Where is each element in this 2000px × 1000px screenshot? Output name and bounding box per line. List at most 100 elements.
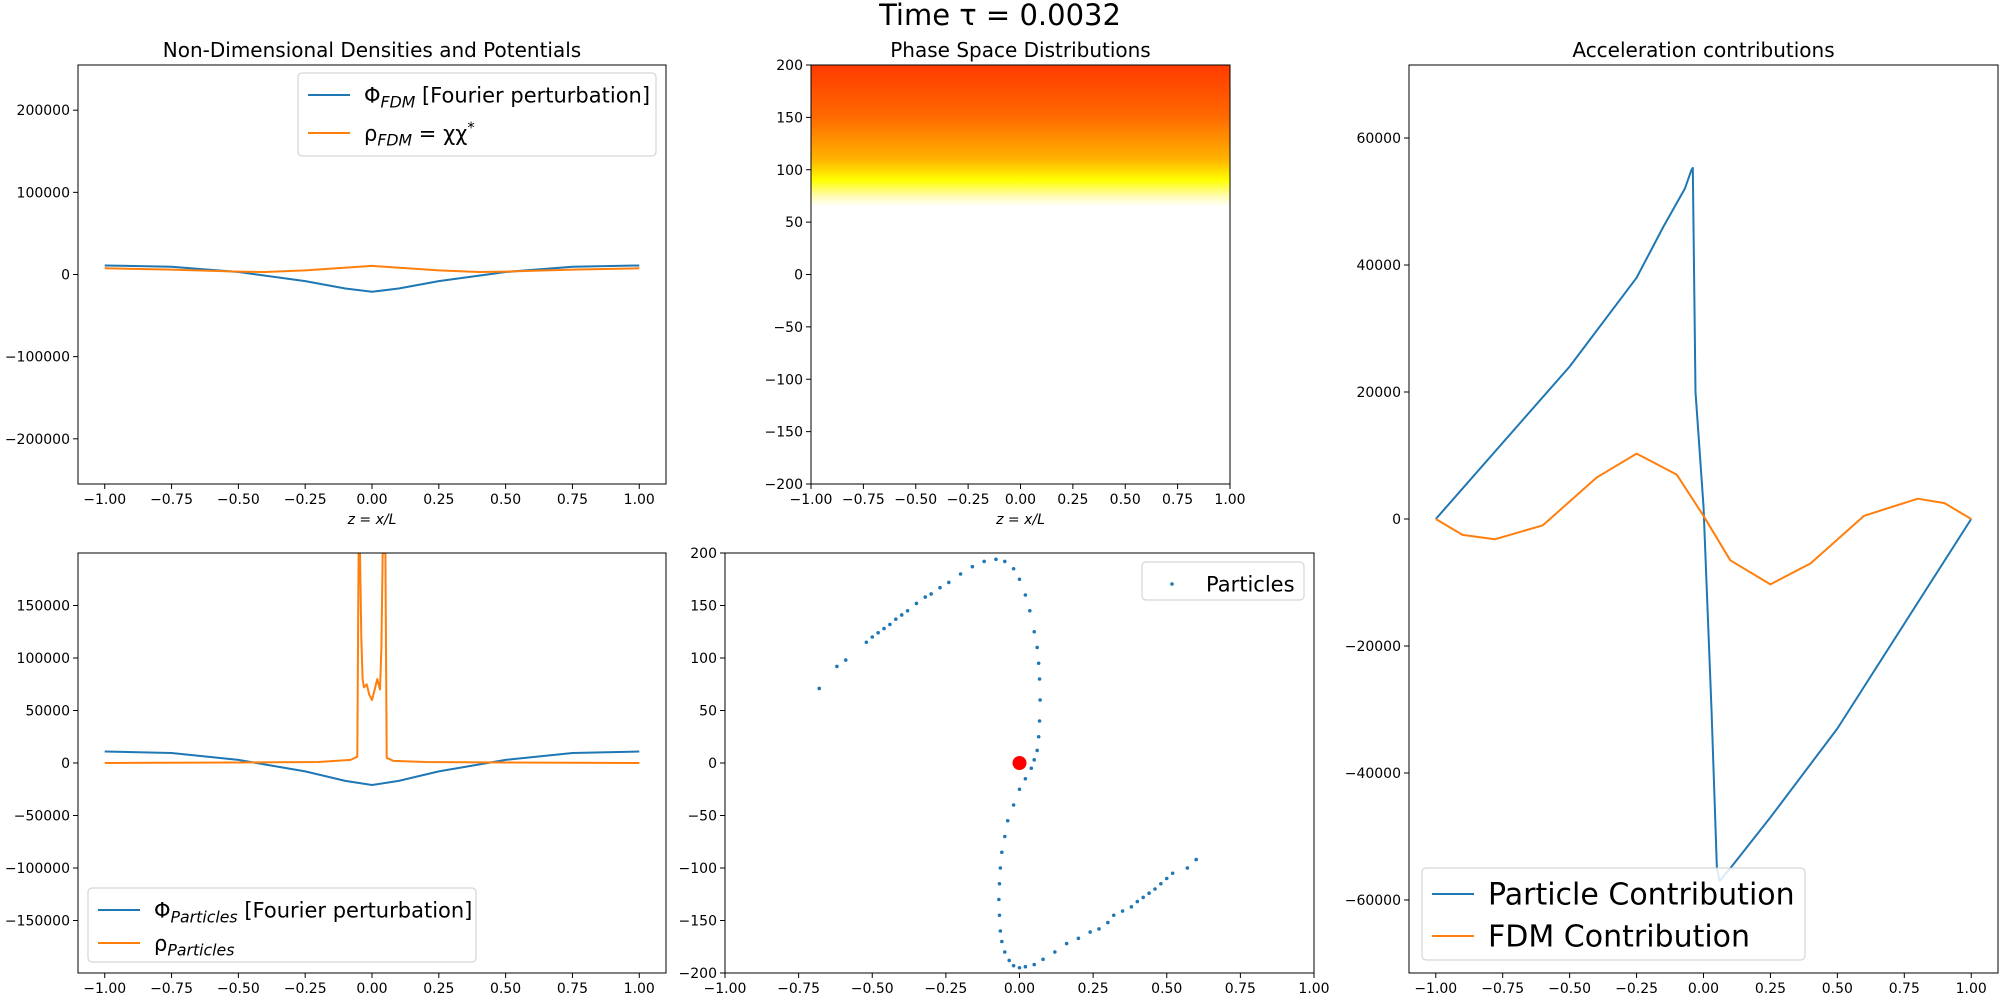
particle-point — [1032, 758, 1037, 762]
particle-point — [1035, 645, 1039, 650]
particle-point — [1129, 905, 1134, 909]
y-tick-label: −200 — [765, 477, 803, 493]
y-tick-label: 0 — [708, 756, 717, 772]
y-tick-label: 200 — [776, 58, 803, 74]
x-tick-label: 0.50 — [1110, 492, 1141, 508]
bottom-left-series-1-line — [104, 553, 640, 764]
y-tick-label: 50000 — [25, 704, 70, 720]
x-tick-label: 0.75 — [557, 492, 588, 508]
x-tick-label: 0.25 — [423, 981, 454, 997]
x-tick-label: −0.50 — [1548, 981, 1591, 997]
particle-point — [1029, 766, 1034, 771]
particle-point — [998, 866, 1003, 870]
particle-point — [1159, 881, 1163, 886]
particle-point — [1041, 957, 1045, 962]
y-tick-label: −100000 — [5, 861, 70, 877]
particle-point — [843, 658, 848, 662]
x-tick-label: 1.00 — [1956, 981, 1987, 997]
legend-label: ΦFDM [Fourier perturbation] — [364, 83, 650, 111]
x-tick-label: −0.25 — [1615, 981, 1658, 997]
particle-point — [1002, 834, 1007, 839]
top-left-axes-frame — [77, 64, 667, 485]
right-axes-frame — [1408, 64, 1999, 974]
particle-point — [1153, 887, 1157, 891]
x-tick-label: 0.25 — [423, 492, 454, 508]
particle-point — [1011, 963, 1016, 968]
particle-point — [997, 881, 1002, 886]
x-tick-label: −0.25 — [284, 492, 327, 508]
particle-point — [1023, 593, 1028, 597]
x-tick-label: −0.75 — [842, 492, 885, 508]
y-tick-label: −100 — [765, 372, 803, 388]
figure-title: Time τ = 0.0032 — [0, 0, 2000, 32]
particle-point — [997, 913, 1002, 918]
particle-point — [1076, 936, 1081, 941]
y-tick-label: 100000 — [17, 651, 70, 667]
x-tick-label: 0.50 — [490, 492, 521, 508]
x-tick-label: −0.75 — [777, 981, 820, 997]
y-tick-label: 0 — [1392, 512, 1401, 528]
particle-point — [1111, 913, 1116, 918]
x-tick-label: 0.00 — [1005, 492, 1036, 508]
y-tick-label: −40000 — [1345, 766, 1401, 782]
particle-point — [970, 564, 975, 569]
x-tick-label: 0.00 — [356, 981, 387, 997]
y-tick-label: 50 — [785, 215, 803, 231]
x-tick-label: 0.25 — [1078, 981, 1109, 997]
particle-point — [914, 601, 919, 606]
right-legend: Particle Contribution FDM Contribution — [1421, 867, 1806, 961]
y-tick-label: −200000 — [5, 432, 70, 448]
y-tick-label: 40000 — [1356, 258, 1401, 274]
panel-bottom-middle: −1.00 −0.75 −0.50 −0.25 0.00 0.25 0.50 0.75 1.00… — [679, 546, 1330, 997]
right-title: Acceleration contributions — [1572, 38, 1834, 62]
particle-point — [1017, 787, 1022, 792]
y-tick-label: 150000 — [17, 599, 70, 615]
x-tick-label: 0.00 — [356, 492, 387, 508]
particle-point — [864, 640, 869, 645]
x-tick-label: 1.00 — [1214, 492, 1245, 508]
particle-point — [1007, 958, 1011, 963]
particle-point — [888, 622, 892, 627]
x-tick-label: 0.75 — [1225, 981, 1256, 997]
particle-point — [1170, 871, 1175, 876]
legend-label: Particles — [1206, 572, 1295, 596]
particle-point — [994, 557, 998, 562]
y-tick-label: −50000 — [14, 809, 70, 825]
x-tick-label: −0.50 — [851, 981, 894, 997]
x-tick-label: −1.00 — [704, 981, 747, 997]
particle-point — [998, 929, 1003, 933]
x-tick-label: −0.50 — [217, 492, 260, 508]
particle-point — [929, 592, 933, 596]
particle-point — [1000, 939, 1004, 944]
particle-point — [1035, 748, 1039, 753]
particle-point — [1141, 895, 1145, 900]
particle-point — [894, 617, 898, 621]
particle-point — [1194, 857, 1198, 862]
y-tick-label: −50 — [687, 809, 717, 825]
particle-point — [982, 559, 986, 564]
legend-label: Particle Contribution — [1488, 878, 1795, 913]
bottom-left-axes-frame — [77, 552, 667, 974]
particle-point — [1185, 866, 1190, 870]
particle-point — [1002, 950, 1007, 954]
particle-point — [899, 613, 904, 617]
particle-point — [1017, 577, 1022, 582]
x-tick-label: 1.00 — [624, 981, 655, 997]
legend-label: ΦParticles [Fourier perturbation] — [154, 898, 472, 926]
panel-top-left: −1.00 −0.75 −0.50 −0.25 0.00 0.25 0.50 0.75 1.00… — [5, 38, 667, 528]
x-tick-label: −0.25 — [924, 981, 967, 997]
particle-point — [1164, 876, 1169, 881]
phase-space-heatmap — [811, 65, 1230, 484]
particle-point — [1023, 776, 1028, 781]
particle-point — [923, 595, 928, 599]
y-tick-label: −150 — [765, 425, 803, 441]
particle-point — [1011, 803, 1016, 807]
x-tick-label: 0.75 — [1889, 981, 1920, 997]
panel-right: −1.00 −0.75 −0.50 −0.25 0.00 0.25 0.50 0.75 1.00… — [1345, 38, 1999, 997]
x-tick-label: −0.75 — [150, 492, 193, 508]
particle-point — [1053, 950, 1057, 954]
y-tick-label: −100000 — [5, 350, 70, 366]
particle-point — [1032, 962, 1037, 967]
x-tick-label: −0.25 — [284, 981, 327, 997]
bottom-middle-legend: Particles — [1141, 561, 1305, 601]
